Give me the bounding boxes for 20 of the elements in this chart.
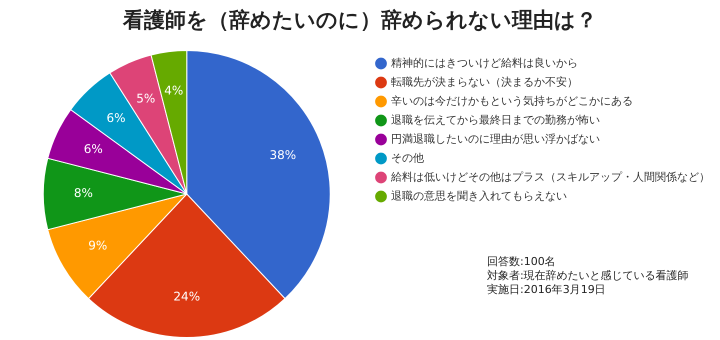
legend-label: 退職の意思を聞き入れてもらえない [391, 189, 567, 202]
legend-label: 給料は低いけどその他はプラス（スキルアップ・人間関係など） [390, 170, 710, 184]
data-label: 5% [136, 91, 156, 106]
legend-label: その他 [391, 151, 424, 164]
legend-label: 転職先が決まらない（決まるか不安） [391, 75, 578, 88]
data-label: 38% [269, 148, 296, 162]
data-label: 24% [173, 289, 200, 304]
legend-label: 辛いのは今だけかもという気持ちがどこかにある [391, 94, 633, 108]
data-label: 6% [84, 142, 103, 156]
text: 回答数:100名 [487, 255, 557, 269]
text: 実施日:2016年3月19日 [487, 283, 607, 297]
legend-label: 円満退職したいのに理由が思い浮かばない [391, 132, 600, 146]
chart-title: 看護師を（辞めたいのに）辞められない理由は？ [122, 7, 598, 34]
legend-label: 精神的にはきついけど給料は良いから [391, 56, 578, 70]
data-label: 9% [88, 238, 108, 253]
data-label: 8% [74, 186, 93, 200]
text: 対象者:現在辞めたいと感じている看護師 [487, 269, 689, 283]
data-label: 4% [164, 84, 184, 98]
legend-label: 退職を伝えてから最終日までの勤務が怖い [391, 113, 600, 126]
data-label: 6% [106, 110, 126, 125]
